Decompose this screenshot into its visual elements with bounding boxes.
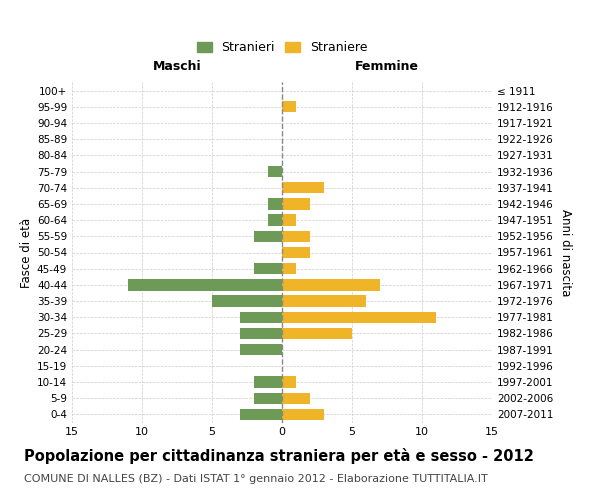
Text: Maschi: Maschi xyxy=(152,60,202,73)
Bar xyxy=(254,263,282,274)
Text: Femmine: Femmine xyxy=(355,60,419,73)
Bar xyxy=(268,198,282,209)
Bar xyxy=(240,408,282,420)
Bar xyxy=(254,230,282,242)
Bar xyxy=(128,279,282,290)
Bar xyxy=(282,182,324,194)
Bar xyxy=(282,279,380,290)
Bar xyxy=(282,296,366,306)
Bar xyxy=(268,166,282,177)
Bar xyxy=(282,247,310,258)
Bar xyxy=(282,376,296,388)
Text: COMUNE DI NALLES (BZ) - Dati ISTAT 1° gennaio 2012 - Elaborazione TUTTITALIA.IT: COMUNE DI NALLES (BZ) - Dati ISTAT 1° ge… xyxy=(24,474,488,484)
Y-axis label: Fasce di età: Fasce di età xyxy=(20,218,33,288)
Bar xyxy=(240,328,282,339)
Bar xyxy=(240,312,282,323)
Bar xyxy=(282,101,296,112)
Text: Popolazione per cittadinanza straniera per età e sesso - 2012: Popolazione per cittadinanza straniera p… xyxy=(24,448,534,464)
Bar xyxy=(282,230,310,242)
Bar xyxy=(268,214,282,226)
Bar xyxy=(282,198,310,209)
Bar xyxy=(212,296,282,306)
Bar xyxy=(282,214,296,226)
Bar xyxy=(282,328,352,339)
Bar xyxy=(282,263,296,274)
Bar xyxy=(240,344,282,356)
Bar xyxy=(254,392,282,404)
Y-axis label: Anni di nascita: Anni di nascita xyxy=(559,209,572,296)
Bar xyxy=(282,408,324,420)
Bar xyxy=(254,376,282,388)
Legend: Stranieri, Straniere: Stranieri, Straniere xyxy=(191,36,373,59)
Bar xyxy=(282,392,310,404)
Bar xyxy=(282,312,436,323)
